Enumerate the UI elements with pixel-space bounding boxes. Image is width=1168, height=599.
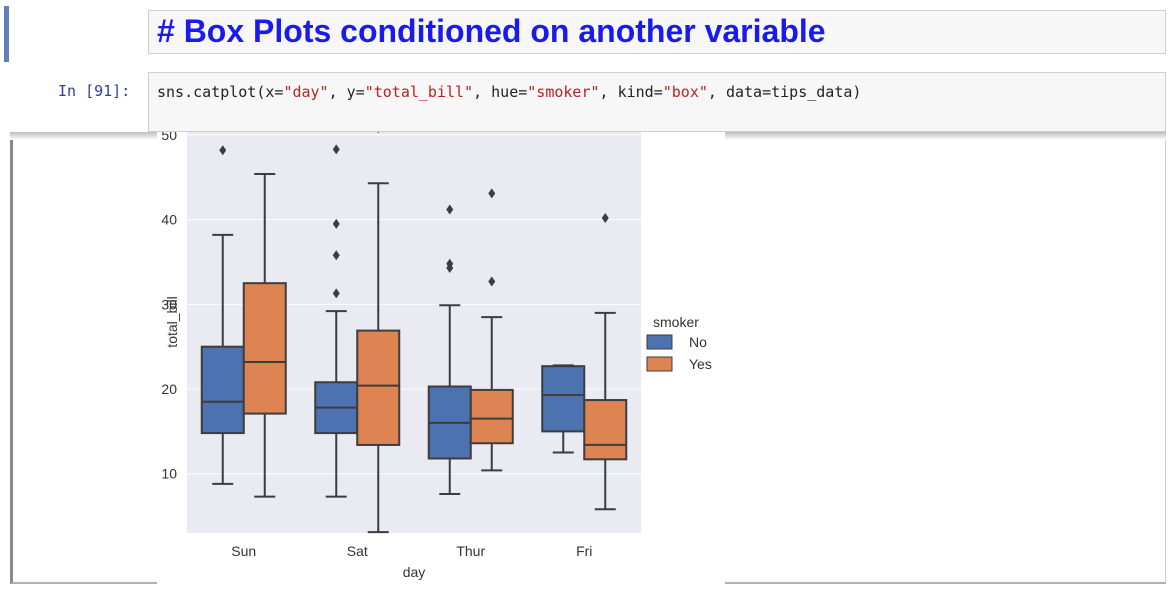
- markdown-cell-input[interactable]: # Box Plots conditioned on another varia…: [148, 10, 1166, 54]
- box-yes-fri: [583, 212, 628, 511]
- x-tick-labels: Sun Sat Thur Fri: [231, 543, 592, 559]
- outlier-point: [219, 145, 227, 156]
- legend-swatch-yes: [646, 356, 673, 372]
- code-cell[interactable]: In [91]: sns.catplot(x="day", y="total_b…: [0, 66, 1168, 132]
- legend: smoker No Yes: [646, 314, 712, 372]
- cell-selection-bar: [4, 6, 9, 62]
- box-iqr: [583, 399, 628, 461]
- y-tick-label: 10: [161, 466, 177, 482]
- box-no-sun: [200, 145, 245, 485]
- outlier-point: [446, 204, 454, 215]
- outlier-point: [488, 276, 496, 287]
- legend-label-no: No: [689, 334, 707, 350]
- code-string: "smoker": [527, 83, 600, 101]
- code-cell-input[interactable]: sns.catplot(x="day", y="total_bill", hue…: [148, 72, 1166, 132]
- code-text: , y=: [328, 83, 365, 101]
- legend-title: smoker: [653, 314, 699, 330]
- x-axis-label: day: [403, 564, 426, 580]
- code-text: sns.catplot(x=: [157, 83, 284, 101]
- code-line: sns.catplot(x="day", y="total_bill", hue…: [157, 83, 861, 101]
- outlier-point: [446, 258, 454, 269]
- box-iqr: [469, 388, 514, 445]
- outlier-point: [488, 188, 496, 199]
- outlier-point: [332, 288, 340, 299]
- code-string: "total_bill": [364, 83, 474, 101]
- boxes: [200, 123, 628, 534]
- box-yes-sat: [356, 123, 401, 534]
- code-text: , kind=: [599, 83, 663, 101]
- y-axis-label: total_bill: [164, 296, 180, 347]
- input-prompt: In [91]:: [58, 82, 131, 100]
- outlier-point: [332, 144, 340, 155]
- x-tick-label: Sun: [231, 543, 256, 559]
- legend-label-yes: Yes: [689, 356, 712, 372]
- markdown-heading: # Box Plots conditioned on another varia…: [157, 13, 826, 49]
- box-plot-figure: 10 20 30 40 50 Sun Sat Thur Fri day total_bill …: [157, 122, 725, 588]
- box-iqr: [541, 365, 586, 433]
- outlier-point: [332, 218, 340, 229]
- x-tick-label: Fri: [576, 543, 592, 559]
- y-tick-label: 20: [161, 381, 177, 397]
- x-tick-label: Sat: [347, 543, 368, 559]
- code-string: "box": [662, 83, 708, 101]
- legend-swatch-no: [646, 334, 673, 350]
- box-no-sat: [314, 144, 359, 498]
- code-text: , data=tips_data): [707, 83, 862, 101]
- markdown-cell[interactable]: # Box Plots conditioned on another varia…: [0, 0, 1168, 64]
- box-iqr: [242, 282, 287, 415]
- box-no-fri: [541, 364, 586, 454]
- box-yes-sun: [242, 172, 287, 498]
- box-iqr: [200, 345, 245, 435]
- y-tick-label: 50: [161, 132, 177, 143]
- x-tick-label: Thur: [456, 543, 485, 559]
- outlier-point: [332, 250, 340, 261]
- outlier-point: [601, 212, 609, 223]
- y-tick-label: 30: [161, 296, 177, 312]
- y-tick-label: 40: [161, 212, 177, 228]
- box-iqr: [356, 329, 401, 446]
- box-yes-thur: [469, 188, 514, 472]
- code-text: , hue=: [473, 83, 528, 101]
- code-string: "day": [283, 83, 329, 101]
